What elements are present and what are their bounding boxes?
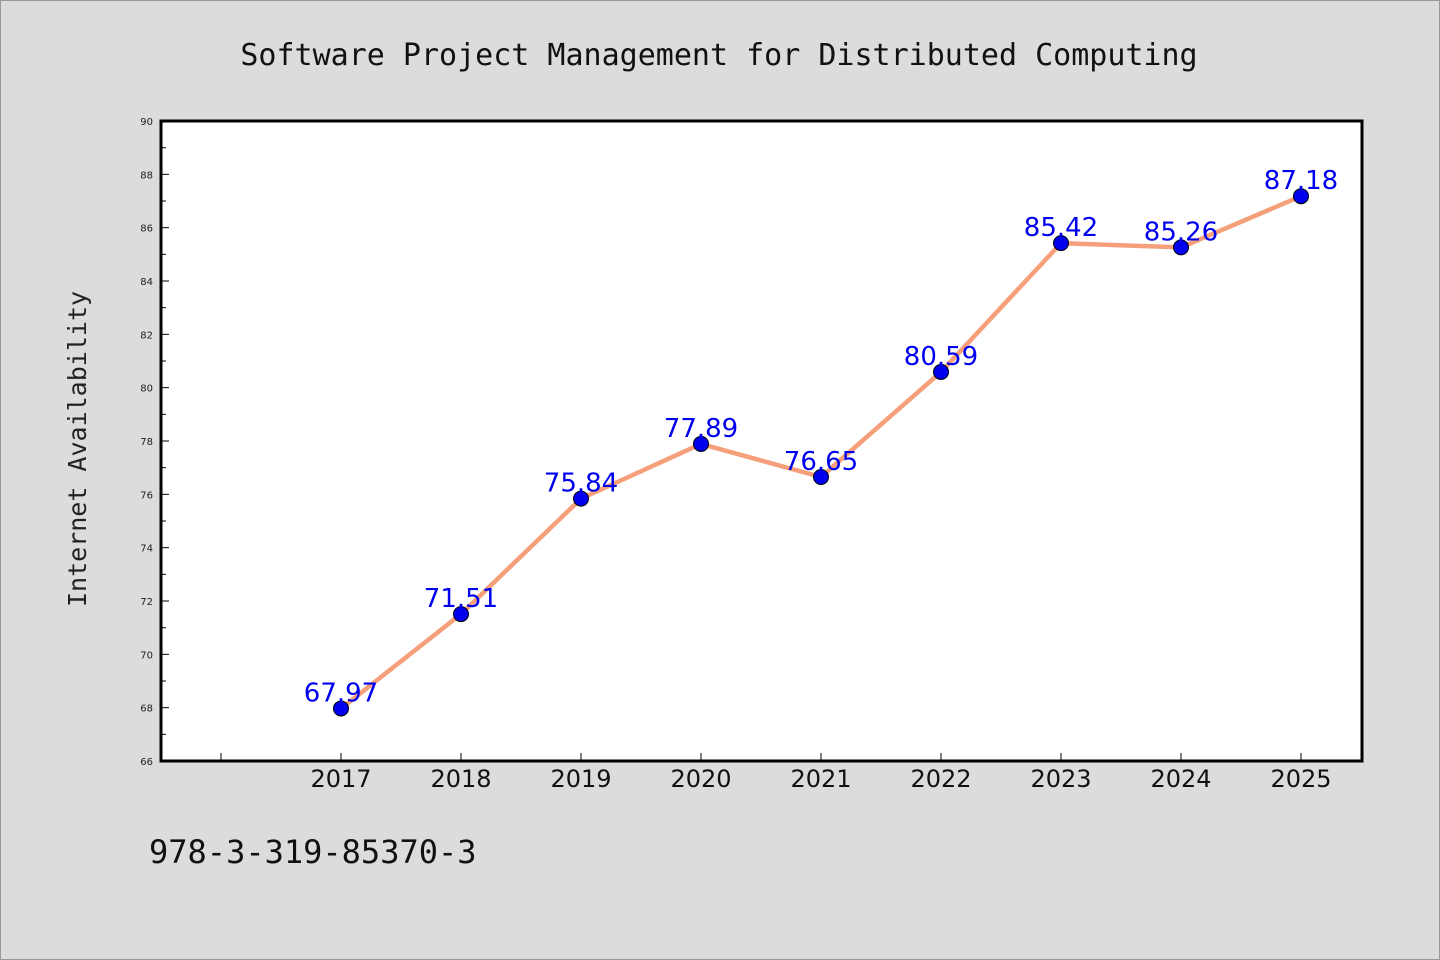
x-axis-ticks: 2017 2018 2019 2020 2021 2022 2023 2024 2025 <box>220 753 1332 793</box>
x-tick-label: 2025 <box>1270 765 1331 793</box>
x-tick-label: 2022 <box>910 765 971 793</box>
data-label: 75.84 <box>544 469 618 499</box>
x-tick-label: 2019 <box>550 765 611 793</box>
data-label: 77.89 <box>664 414 738 444</box>
y-tick-label: 80 <box>140 384 153 395</box>
data-label: 76.65 <box>784 447 858 477</box>
data-label: 80.59 <box>904 342 978 372</box>
data-point <box>1293 188 1309 205</box>
chart-title: Software Project Management for Distribu… <box>240 38 1197 73</box>
data-label: 85.42 <box>1024 213 1098 243</box>
data-point <box>933 363 949 380</box>
y-tick-label: 88 <box>140 170 153 181</box>
x-tick-label: 2024 <box>1150 765 1211 793</box>
plot-area <box>159 119 1364 763</box>
y-tick-label: 74 <box>140 544 153 555</box>
x-tick-label: 2017 <box>310 765 371 793</box>
x-tick-label: 2020 <box>670 765 731 793</box>
data-label: 67.97 <box>304 678 378 708</box>
y-tick-label: 84 <box>140 277 153 288</box>
data-point <box>693 435 709 452</box>
data-point <box>813 469 829 485</box>
data-labels: 67.97 71.51 75.84 77.89 76.65 80.59 85.42 85.26… <box>304 166 1338 708</box>
series-markers <box>333 188 1309 717</box>
y-tick-label: 76 <box>140 490 153 501</box>
y-tick-label: 66 <box>140 757 153 768</box>
data-point <box>1053 235 1069 252</box>
x-tick-label: 2023 <box>1030 765 1091 793</box>
data-point <box>1173 239 1189 256</box>
y-tick-label: 78 <box>140 437 153 448</box>
y-tick-label: 70 <box>140 650 153 661</box>
data-label: 71.51 <box>424 584 498 614</box>
y-tick-label: 82 <box>140 330 153 341</box>
y-tick-label: 68 <box>140 704 153 715</box>
data-label: 87.18 <box>1264 166 1338 196</box>
y-tick-label: 72 <box>140 597 153 608</box>
y-axis-label: Internet Availability <box>63 291 92 607</box>
data-point <box>573 490 589 507</box>
data-point <box>333 700 349 717</box>
x-tick-label: 2018 <box>430 765 491 793</box>
isbn-text: 978-3-319-85370-3 <box>149 833 477 871</box>
y-tick-label: 86 <box>140 224 153 235</box>
data-point <box>453 606 469 623</box>
y-tick-label: 90 <box>140 117 153 128</box>
data-label: 85.26 <box>1144 217 1218 247</box>
y-axis-ticks: 66 68 70 72 74 76 78 80 82 84 86 88 90 <box>140 117 169 768</box>
x-tick-label: 2021 <box>790 765 851 793</box>
